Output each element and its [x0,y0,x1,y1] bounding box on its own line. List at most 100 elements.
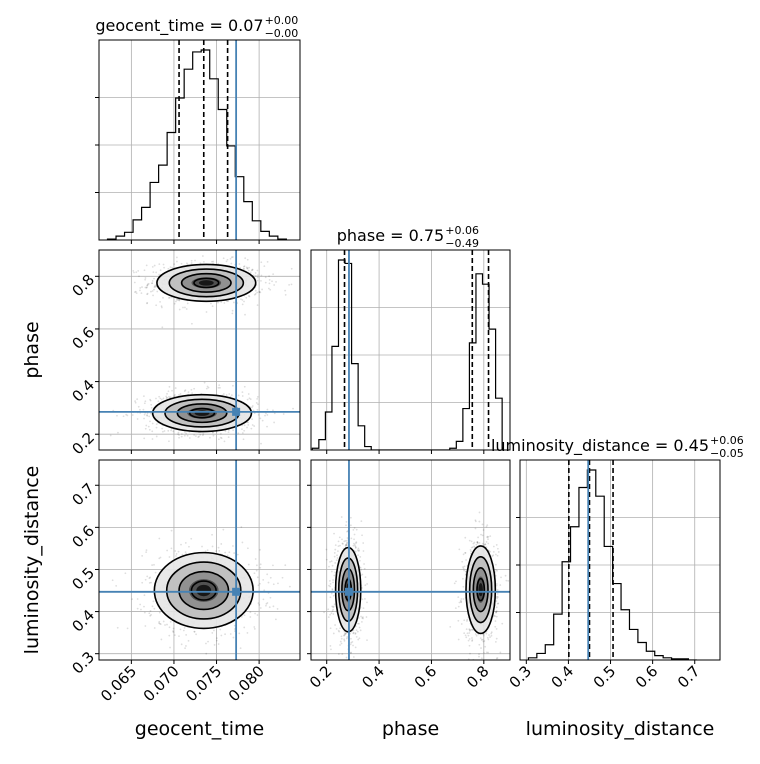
sample-point [241,303,244,306]
sample-point [466,618,469,621]
sample-point [352,528,355,531]
sample-point [267,581,270,584]
sample-point [148,415,151,418]
x-tick-label: 0.7 [674,662,704,692]
sample-point [146,301,149,304]
sample-point [151,564,154,566]
sample-point [464,536,467,539]
sample-point [246,547,249,550]
sample-point [180,433,183,435]
sample-point [133,271,135,274]
scatter-phase-luminosity_distance-content [311,460,510,660]
y-tick-label: 0.7 [68,480,98,510]
sample-point [471,628,474,631]
sample-point [159,623,162,626]
sample-point [268,278,271,281]
sample-point [263,589,266,592]
sample-point [230,394,233,397]
y-tick-label: 0.6 [68,323,98,353]
sample-point [366,601,368,604]
sample-point [182,629,185,632]
sample-point [346,537,349,539]
sample-point [186,302,189,305]
sample-point [241,541,244,544]
sample-point [457,638,460,641]
sample-point [251,268,254,271]
sample-point [139,287,142,289]
sample-point [483,640,486,642]
sample-point [206,385,209,388]
sample-point [258,291,261,293]
sample-point [354,632,357,634]
sample-point [152,600,155,603]
sample-point [478,511,481,514]
sample-point [274,618,277,621]
sample-point [136,598,139,600]
sample-point [126,627,129,630]
sample-point [466,620,468,622]
sample-point [172,631,175,634]
y-tick-label: 0.4 [68,606,98,636]
sample-point [272,409,274,412]
sample-point [177,433,179,436]
sample-point [495,584,498,587]
sample-point [179,393,182,395]
sample-point [489,550,492,553]
sample-point [273,284,276,286]
panel-title-main: luminosity_distance = 0.45 [491,436,709,456]
sample-point [496,595,498,598]
sample-point [495,606,498,609]
sample-point [272,564,274,567]
panel-frame [310,459,511,661]
sample-point [361,598,364,601]
sample-point [219,436,222,439]
sample-point [173,302,176,305]
sample-point [140,608,142,611]
sample-point [260,261,263,264]
sample-point [255,569,258,572]
contour-line [178,570,230,611]
sample-point [217,643,220,645]
sample-point [484,543,487,546]
sample-point [143,437,146,440]
sample-point [363,563,365,565]
x-tick-label: 0.2 [306,662,336,692]
sample-point [330,570,333,573]
sample-point [177,431,180,434]
sample-point [240,298,242,300]
sample-point [145,264,148,267]
title-value: 0.45 [673,436,709,455]
y-tick-label: 0.3 [68,648,98,678]
sample-point [284,294,287,296]
sample-point [243,614,246,617]
sample-point [356,549,359,552]
sample-point [145,549,148,552]
sample-point [493,614,495,617]
sample-point [246,426,248,429]
title-value: 0.75 [409,226,445,245]
sample-point [359,556,362,558]
sample-point [137,405,140,408]
y-tick-label: 0.5 [68,564,98,594]
sample-point [166,396,169,399]
sample-point [151,430,154,433]
sample-point [349,524,352,527]
sample-point [198,435,200,438]
sample-point [364,576,367,579]
sample-point [359,629,362,632]
sample-point [228,551,231,554]
sample-point [178,635,180,638]
sample-point [219,432,222,435]
sample-point [486,524,489,526]
sample-point [212,434,215,437]
sample-point [168,385,171,388]
sample-point [251,268,254,271]
sample-point [468,644,471,647]
sample-point [335,627,338,630]
sample-point [255,401,258,404]
sample-point [476,541,479,544]
sample-point [243,265,246,268]
sample-point [237,432,240,435]
sample-point [185,645,187,647]
